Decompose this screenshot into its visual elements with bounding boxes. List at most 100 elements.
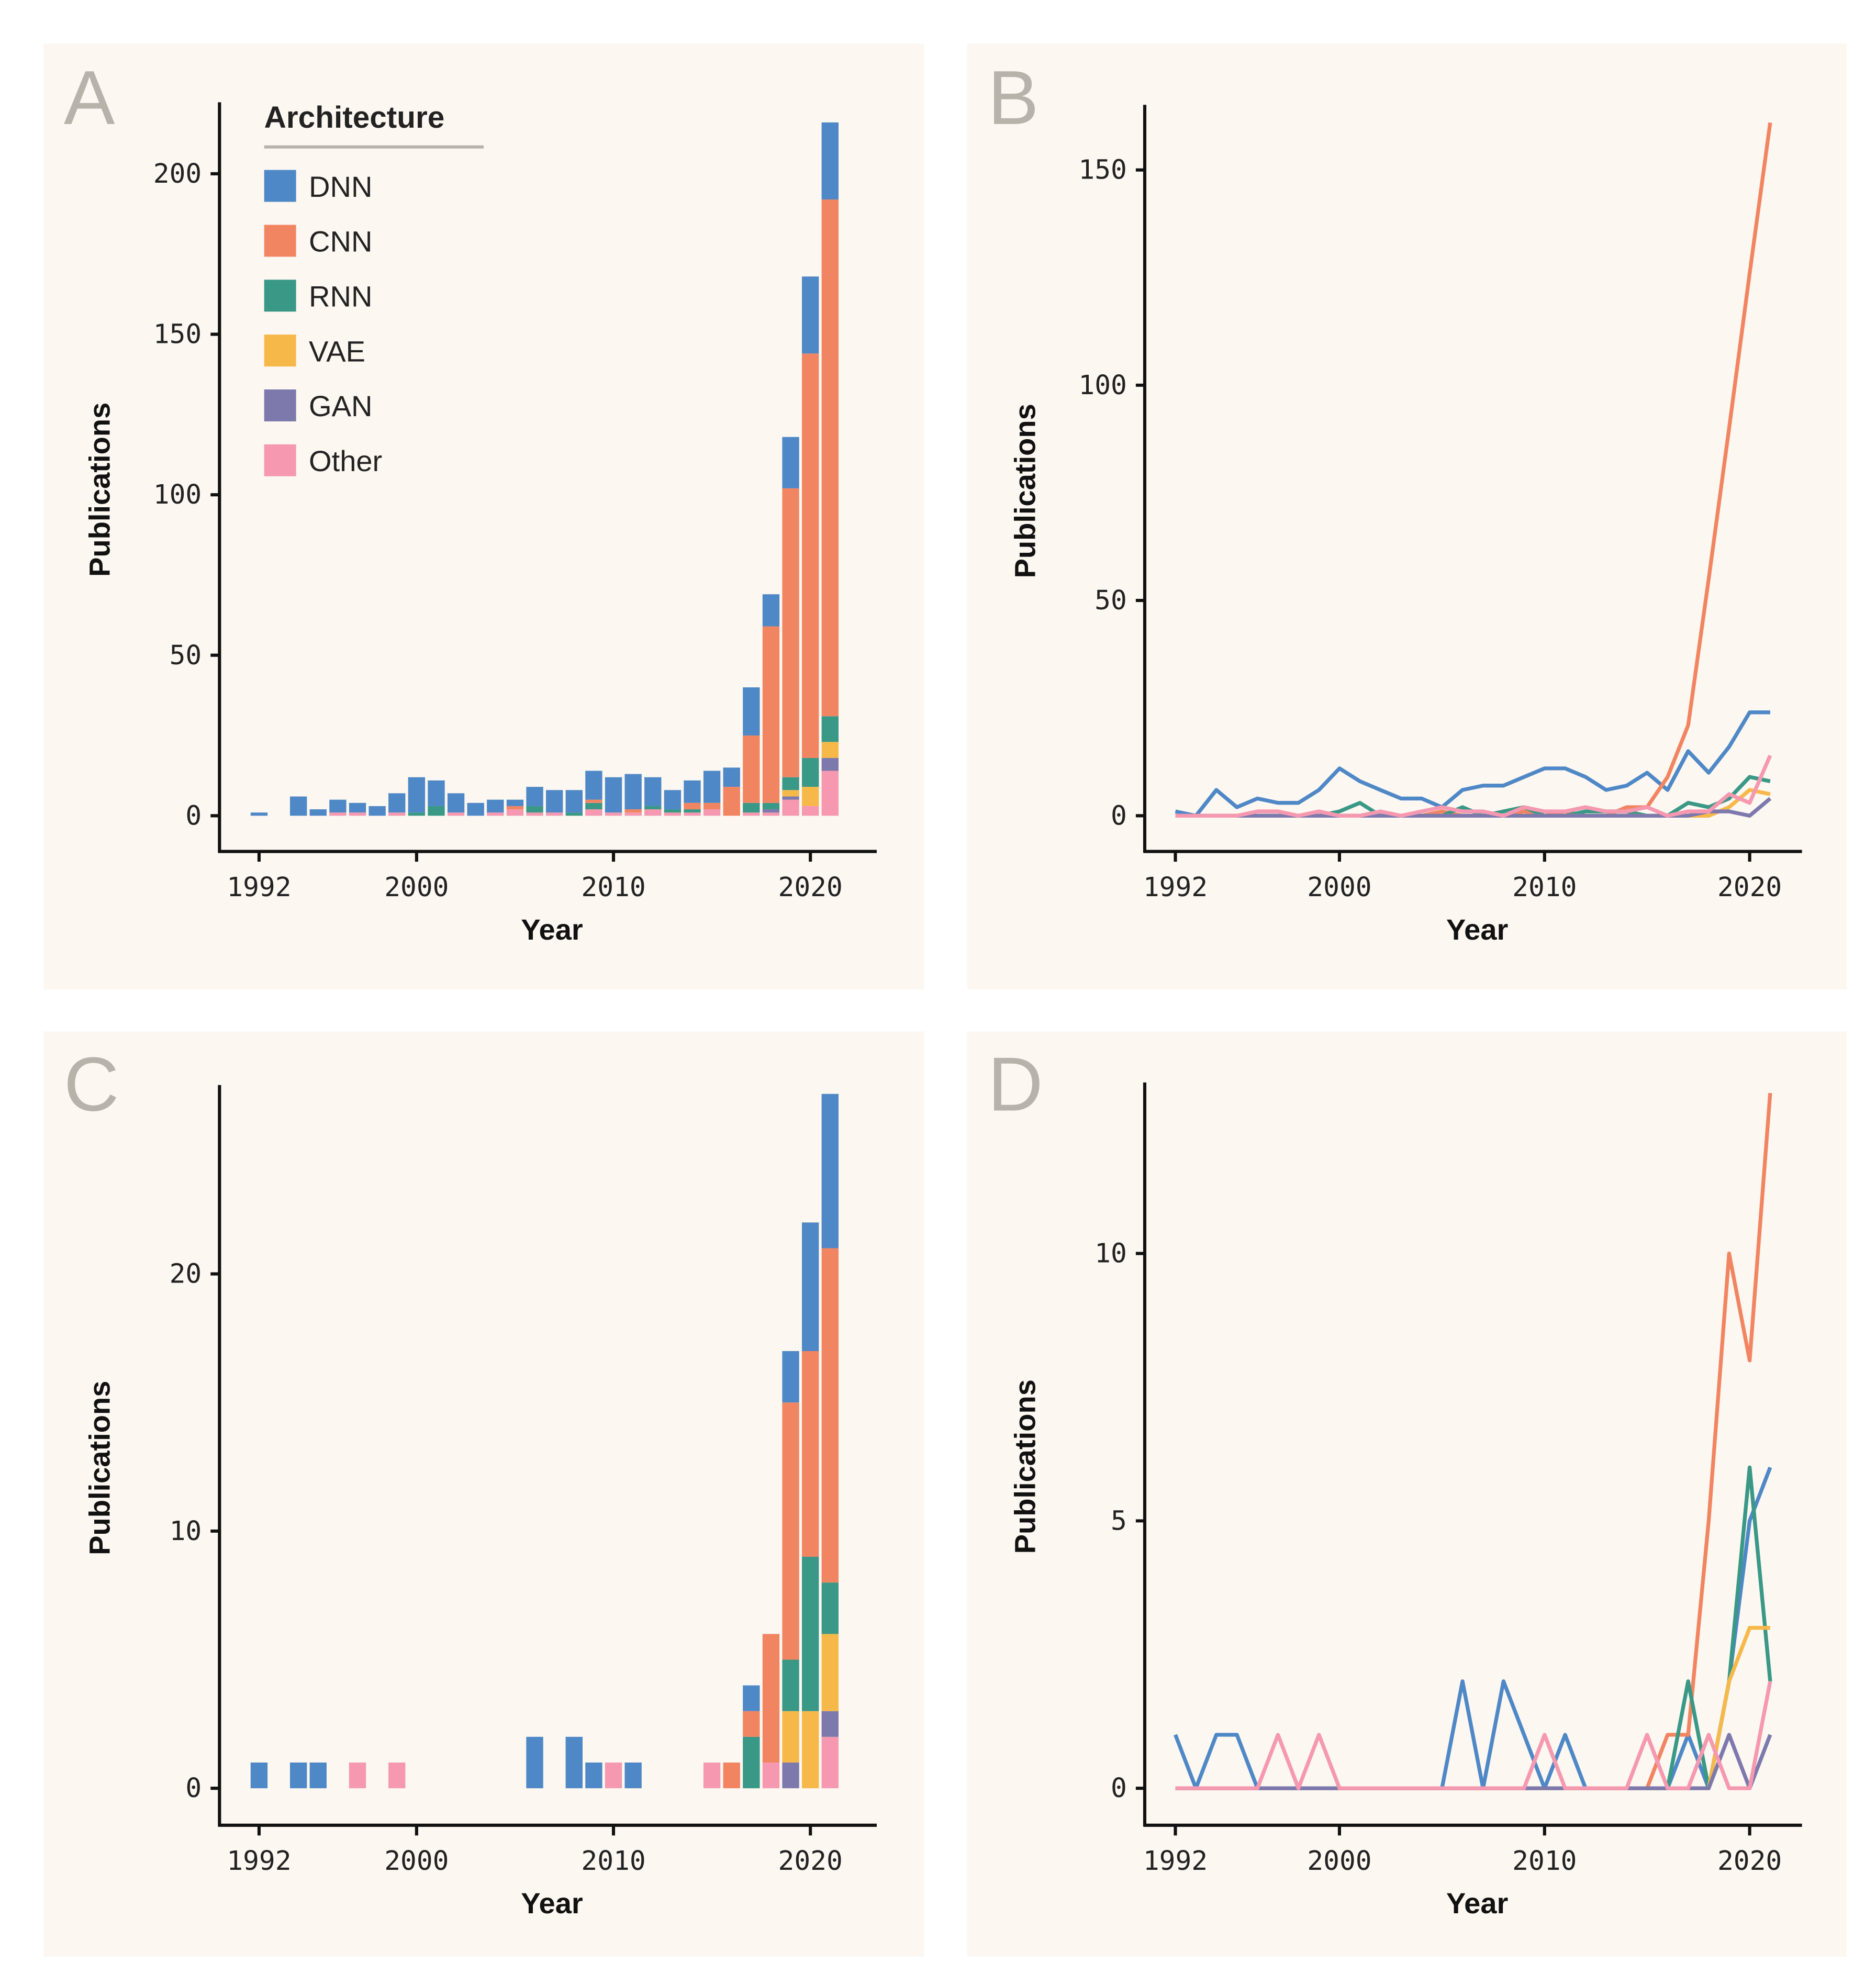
bar-dnn-2021 — [821, 122, 839, 200]
bar-rnn-2008 — [565, 812, 583, 816]
y-tick-label: 10 — [170, 1515, 202, 1547]
x-axis-label: Year — [521, 913, 583, 946]
x-tick-label: 1992 — [1143, 1845, 1208, 1877]
bar-dnn-2008 — [565, 1736, 583, 1789]
bar-dnn-2011 — [624, 774, 642, 810]
y-tick-label: 10 — [1095, 1238, 1127, 1269]
bar-other-2017 — [743, 812, 760, 816]
legend-swatch-cnn — [264, 225, 296, 257]
bar-other-2010 — [605, 812, 622, 816]
bar-cnn-2021 — [821, 199, 839, 717]
bar-dnn-1995 — [309, 1763, 327, 1789]
bar-dnn-2013 — [664, 790, 682, 810]
x-tick-label: 1992 — [1143, 872, 1208, 903]
y-axis-label: Publications — [83, 1381, 116, 1555]
bar-gan-2018 — [762, 809, 780, 813]
bar-cnn-2016 — [723, 1763, 740, 1789]
y-tick-label: 5 — [1111, 1505, 1127, 1536]
bar-gan-2019 — [782, 1763, 799, 1789]
bar-vae-2021 — [821, 742, 839, 758]
panel-background — [43, 1031, 924, 1957]
bar-cnn-2017 — [743, 735, 760, 803]
bar-dnn-1997 — [349, 802, 366, 813]
panel-letter: D — [988, 1042, 1043, 1127]
bar-other-2010 — [605, 1763, 622, 1789]
bar-rnn-2014 — [684, 809, 701, 813]
x-tick-label: 2000 — [1307, 872, 1371, 903]
bar-cnn-2009 — [585, 799, 602, 803]
bar-other-2009 — [585, 809, 602, 816]
bar-dnn-2017 — [743, 1685, 760, 1711]
y-tick-label: 20 — [170, 1258, 202, 1290]
bar-dnn-2007 — [546, 790, 563, 813]
x-axis-label: Year — [1446, 913, 1508, 946]
bar-other-2012 — [644, 809, 662, 816]
x-tick-label: 2020 — [1717, 1845, 1782, 1877]
bar-dnn-2010 — [605, 777, 622, 813]
line-other — [1175, 754, 1772, 818]
legend-label-vae: VAE — [309, 334, 365, 367]
bar-other-1997 — [349, 812, 366, 816]
bar-dnn-1999 — [388, 793, 406, 813]
bar-cnn-2018 — [762, 626, 780, 803]
y-tick-label: 150 — [153, 319, 202, 350]
y-tick-label: 200 — [153, 158, 202, 189]
bar-dnn-1998 — [368, 806, 386, 816]
bar-rnn-2018 — [762, 802, 780, 810]
y-tick-label: 100 — [153, 479, 202, 510]
legend-label-dnn: DNN — [309, 170, 372, 203]
legend-swatch-other — [264, 444, 296, 476]
bar-vae-2020 — [802, 1711, 819, 1789]
bar-cnn-2020 — [802, 1351, 819, 1557]
bar-vae-2019 — [782, 1711, 799, 1763]
bar-other-2007 — [546, 812, 563, 816]
bar-rnn-2017 — [743, 802, 760, 813]
legend: Architecture DNN CNN RNN VAE GAN Other — [264, 101, 484, 477]
y-tick-label: 0 — [1111, 1772, 1127, 1804]
bar-dnn-2020 — [802, 276, 819, 354]
plot-area — [250, 122, 839, 816]
x-axis-label: Year — [1446, 1887, 1508, 1920]
bar-other-2018 — [762, 1763, 780, 1789]
bar-other-1999 — [388, 1763, 406, 1789]
bar-cnn-2019 — [782, 1402, 799, 1660]
bar-rnn-2012 — [644, 806, 662, 810]
y-axis-label: Publications — [1008, 1379, 1041, 1554]
bar-dnn-2016 — [723, 767, 740, 787]
y-tick-label: 0 — [185, 1772, 202, 1804]
bar-rnn-2001 — [428, 806, 445, 816]
bar-dnn-1994 — [289, 1763, 307, 1789]
bar-rnn-2020 — [802, 1557, 819, 1711]
bar-vae-2019 — [782, 790, 799, 797]
bar-dnn-2015 — [703, 771, 721, 803]
bar-cnn-2017 — [743, 1711, 760, 1737]
bar-other-2019 — [782, 799, 799, 816]
panel-C: C 0 10 20 1992 2000 2010 2020 Year Publications — [43, 1031, 924, 1957]
bar-dnn-2001 — [428, 780, 445, 806]
plot-area — [1175, 122, 1772, 818]
bar-gan-2021 — [821, 757, 839, 771]
panel-letter: C — [64, 1042, 119, 1127]
line-other — [1175, 1681, 1772, 1790]
bar-other-2020 — [802, 806, 819, 816]
x-tick-label: 2020 — [1717, 872, 1782, 903]
bar-vae-2020 — [802, 787, 819, 806]
bar-rnn-2013 — [664, 809, 682, 813]
bar-dnn-2014 — [684, 780, 701, 803]
panel-A: A 0 50 100 150 200 1992 2000 2010 2020 Year Publica… — [43, 43, 924, 989]
bar-other-2021 — [821, 771, 839, 816]
bar-rnn-2019 — [782, 777, 799, 790]
bar-rnn-2020 — [802, 757, 819, 787]
bar-vae-2021 — [821, 1634, 839, 1711]
bar-cnn-2018 — [762, 1634, 780, 1763]
bar-other-2004 — [487, 812, 504, 816]
y-tick-label: 0 — [1111, 800, 1127, 831]
bar-gan-2019 — [782, 796, 799, 800]
bar-rnn-2009 — [585, 802, 602, 810]
x-tick-label: 2010 — [1512, 1845, 1577, 1877]
bar-other-1996 — [329, 812, 347, 816]
bar-other-2013 — [664, 812, 682, 816]
x-tick-label: 2020 — [778, 872, 843, 903]
x-tick-label: 2000 — [384, 872, 449, 903]
